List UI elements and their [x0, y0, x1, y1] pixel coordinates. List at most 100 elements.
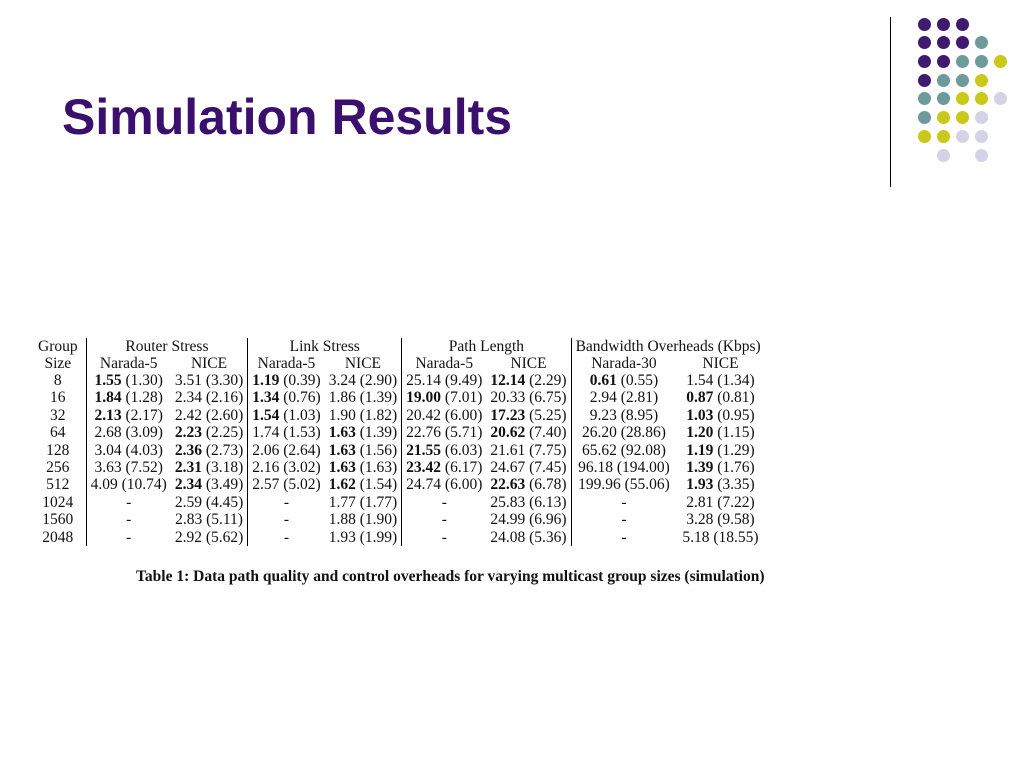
group-size-cell: 128 — [46, 441, 70, 459]
decorative-dot — [994, 55, 1007, 68]
cell-deviation: (5.25) — [529, 406, 567, 424]
decorative-divider-line — [890, 17, 891, 187]
cell-value: 2.34 — [174, 476, 202, 494]
decorative-dot — [918, 36, 931, 49]
table-cell: 22.76 (5.71) — [401, 424, 487, 442]
table-row: 512 4.09 (10.74) 2.34 (3.49) 2.57 (5.02) 1.6… — [34, 476, 765, 494]
cell-deviation: (8.95) — [620, 406, 659, 424]
decorative-dot — [937, 92, 950, 105]
table-cell: - — [401, 493, 487, 512]
cell-value: 2.13 — [94, 406, 122, 424]
decorative-dot — [918, 74, 931, 87]
group-header-line2: Size — [44, 355, 72, 372]
cell-value: 1.90 — [328, 406, 356, 424]
cell-value: 1.77 — [328, 493, 356, 511]
table-cell: 1.93 (1.99) — [325, 529, 402, 546]
table-cell: 2.81 (7.22) — [676, 494, 764, 511]
decorative-dot — [975, 130, 988, 143]
cell-value: 24.08 — [490, 528, 526, 546]
cell-deviation: (2.17) — [125, 406, 163, 424]
cell-value: 2.16 — [252, 459, 280, 477]
table-cell: 5.18 (18.55) — [676, 529, 764, 546]
table-cell: 24.08 (5.36) — [486, 529, 571, 546]
table-cell: 1.55 (1.30) — [85, 372, 171, 390]
cell-deviation: (3.18) — [205, 459, 244, 477]
cell-value: 2.42 — [174, 406, 202, 424]
cell-deviation: (2.25) — [205, 424, 244, 442]
cell-value: - — [621, 528, 627, 546]
table-cell: - — [570, 528, 677, 547]
table-cell: 1.20 (1.15) — [676, 424, 764, 441]
table-cell: - — [570, 511, 677, 529]
group-size-cell: 8 — [53, 372, 62, 389]
cell-value: 2.83 — [175, 511, 203, 529]
scheme-header: Narada-5 — [85, 355, 171, 372]
cell-value: 0.87 — [686, 389, 714, 407]
table-cell: 1.90 (1.82) — [325, 407, 402, 424]
table-cell: 1.62 (1.54) — [325, 476, 402, 493]
results-table: Group Router Stress Link Stress Path Len… — [34, 338, 765, 547]
cell-value: 1.20 — [686, 424, 714, 442]
cell-value: 5.18 — [682, 528, 710, 546]
table-cell: - — [401, 528, 487, 547]
cell-deviation: (1.54) — [359, 476, 398, 494]
decorative-dot — [918, 18, 931, 31]
decorative-dot — [956, 18, 969, 31]
cell-value: 20.62 — [490, 424, 526, 442]
decorative-dot — [937, 111, 950, 124]
scheme-header: Narada-30 — [570, 355, 677, 372]
cell-value: - — [441, 511, 447, 529]
decorative-dot — [918, 130, 931, 143]
decorative-dot — [918, 55, 931, 68]
decorative-dot — [975, 36, 988, 49]
table-cell: - — [570, 493, 677, 512]
cell-value: 1.74 — [252, 424, 280, 442]
cell-deviation: (10.74) — [121, 476, 167, 494]
decorative-dot — [956, 36, 969, 49]
metric-header-path-length: Path Length — [401, 338, 572, 355]
table-cell: 25.83 (6.13) — [486, 494, 571, 511]
table-cell: 2.59 (4.45) — [171, 494, 248, 511]
cell-deviation: (2.73) — [205, 441, 244, 459]
table-cell: 3.51 (3.30) — [171, 372, 248, 389]
decorative-dot — [937, 74, 950, 87]
cell-deviation: (6.78) — [529, 476, 567, 494]
table-cell: 21.61 (7.75) — [486, 442, 571, 459]
table-body: 8 1.55 (1.30) 3.51 (3.30) 1.19 (0.39) 3.24 (… — [34, 372, 765, 547]
cell-value: - — [621, 511, 627, 529]
metric-header-link-stress: Link Stress — [247, 338, 402, 355]
table-cell: - — [401, 511, 487, 529]
decorative-dot — [975, 55, 988, 68]
cell-value: 4.09 — [90, 476, 118, 494]
cell-deviation: (2.64) — [283, 441, 321, 459]
cell-value: 25.83 — [490, 493, 526, 511]
group-size-cell: 16 — [50, 389, 66, 407]
cell-value: 1.86 — [328, 389, 356, 407]
cell-value: 96.18 — [578, 459, 613, 477]
table-cell: 2.34 (3.49) — [171, 476, 248, 493]
group-header-line1: Group — [38, 338, 78, 355]
table-cell: 1.93 (3.35) — [676, 476, 764, 493]
cell-deviation: (5.36) — [529, 528, 567, 546]
table-cell: 1.63 (1.56) — [325, 442, 402, 459]
table-cell: 2.23 (2.25) — [171, 424, 248, 441]
cell-deviation: (9.49) — [444, 372, 483, 389]
cell-value: 1.19 — [686, 441, 714, 459]
cell-deviation: (7.75) — [529, 441, 567, 459]
decorative-dot — [975, 74, 988, 87]
cell-value: 23.42 — [406, 459, 442, 477]
cell-deviation: (0.39) — [283, 372, 321, 389]
cell-deviation: (55.06) — [624, 476, 670, 494]
cell-deviation: (1.03) — [283, 406, 321, 424]
cell-deviation: (6.96) — [529, 511, 567, 529]
table-cell: 12.14 (2.29) — [486, 372, 571, 389]
decorative-dot — [937, 55, 950, 68]
cell-value: 1.84 — [94, 389, 122, 407]
cell-deviation: (1.90) — [359, 511, 398, 529]
cell-deviation: (3.35) — [717, 476, 755, 494]
cell-deviation: (28.86) — [620, 424, 666, 442]
cell-deviation: (7.40) — [529, 424, 567, 442]
cell-value: 1.39 — [686, 459, 714, 477]
cell-value: 21.55 — [406, 441, 442, 459]
cell-value: 1.93 — [686, 476, 714, 494]
